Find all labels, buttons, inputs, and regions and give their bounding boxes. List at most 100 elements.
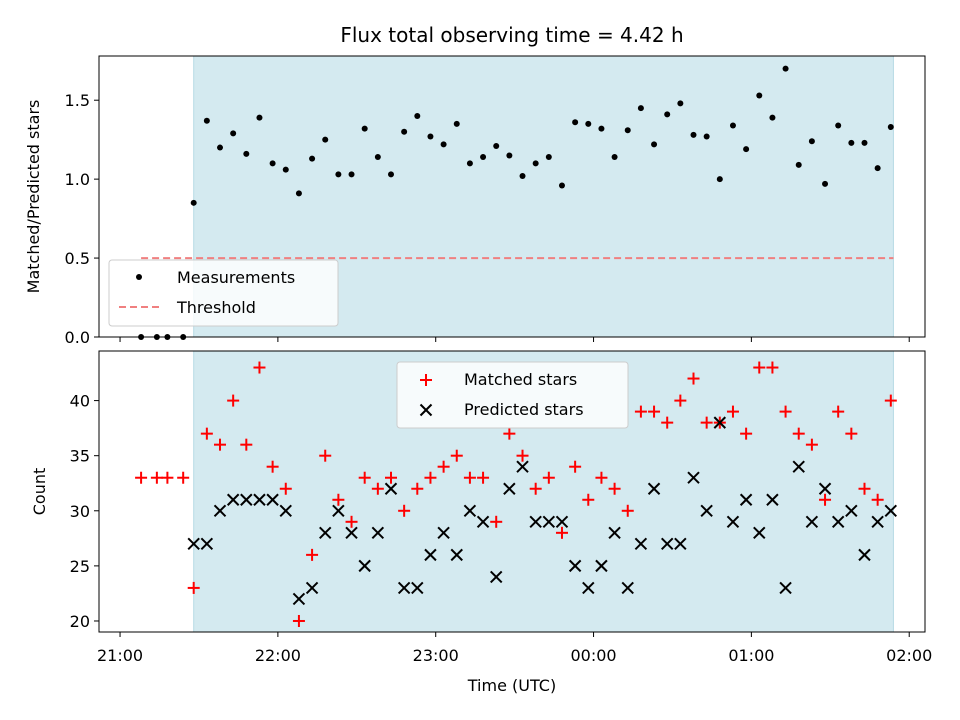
measurement-point [835, 122, 842, 129]
predicted-star-point [397, 581, 411, 595]
legend-measurements-marker [136, 274, 142, 280]
matched-star-point [569, 460, 582, 473]
measurement-point [808, 138, 815, 145]
top-legend: Measurements Threshold [108, 259, 339, 327]
bottom-y-ticks: 20 25 30 35 40 [70, 392, 99, 631]
predicted-star-point [279, 504, 292, 517]
measurement-point [230, 130, 237, 137]
measurement-point [440, 141, 447, 148]
measurement-point [729, 122, 736, 129]
x-tick-label: 02:00 [886, 646, 932, 665]
predicted-stars-points [187, 416, 898, 606]
matched-star-point [266, 460, 279, 473]
matched-star-point [621, 504, 634, 517]
measurement-point [348, 171, 355, 178]
matched-star-point [819, 493, 832, 506]
predicted-star-point [450, 548, 463, 562]
matched-star-point [306, 548, 319, 561]
measurement-point [585, 120, 592, 127]
measurement-point [414, 112, 421, 119]
predicted-star-point [766, 493, 779, 506]
matched-star-point [542, 471, 555, 484]
measurement-point [664, 111, 671, 118]
predicted-star-point [503, 482, 516, 495]
matched-star-point [200, 427, 213, 440]
y-tick-label: 0.5 [65, 249, 90, 268]
matched-star-point [595, 471, 608, 484]
y-tick-label: 30 [70, 502, 90, 521]
matched-star-point [674, 394, 687, 407]
predicted-star-point [858, 548, 871, 562]
measurement-point [361, 125, 368, 132]
measurement-point [217, 144, 224, 151]
predicted-star-point [647, 482, 661, 495]
predicted-star-point [674, 537, 687, 551]
matched-star-point [661, 416, 674, 429]
measurement-point [309, 155, 316, 162]
matched-star-point [450, 449, 463, 462]
matched-star-point [555, 526, 568, 539]
y-tick-label: 1.5 [65, 91, 90, 110]
matched-star-point [135, 471, 148, 484]
measurement-point [506, 152, 513, 159]
measurement-point [243, 150, 250, 157]
matched-star-point [740, 427, 753, 440]
top-axes-frame [98, 55, 926, 338]
measurement-point [795, 161, 802, 168]
matched-star-point [858, 482, 871, 495]
matched-star-point [529, 482, 542, 495]
measurement-point [466, 160, 473, 167]
predicted-star-point [213, 504, 227, 517]
x-tick-label: 00:00 [570, 646, 616, 665]
predicted-star-point [529, 515, 542, 529]
matched-star-point [845, 427, 858, 440]
predicted-star-point [805, 515, 819, 529]
matched-star-point [726, 405, 739, 418]
predicted-star-point [595, 559, 608, 573]
matched-star-point [490, 515, 503, 528]
y-tick-label: 20 [70, 612, 90, 631]
predicted-star-point [516, 460, 529, 473]
measurement-point [822, 180, 829, 187]
predicted-star-point [476, 515, 490, 529]
measurement-point [453, 120, 460, 127]
y-tick-label: 0.0 [65, 328, 90, 347]
matched-star-point [437, 460, 450, 473]
predicted-star-point [319, 526, 332, 540]
predicted-star-point [411, 581, 424, 595]
legend-measurements-label: Measurements [177, 268, 295, 287]
top-y-ticks: 0.0 0.5 1.0 1.5 [65, 91, 99, 347]
predicted-star-point [371, 526, 385, 540]
predicted-star-point [568, 559, 582, 573]
matched-star-point [503, 427, 516, 440]
matched-star-point [753, 361, 766, 374]
measurement-points [138, 65, 894, 340]
measurement-point [282, 166, 289, 173]
predicted-star-point [384, 482, 398, 495]
predicted-star-point [792, 460, 805, 473]
count-panel: 20 25 30 35 40 21:00 22:00 23:00 00:00 01:00 02:0… [30, 350, 932, 695]
measurement-point [387, 171, 394, 178]
predicted-star-point [345, 526, 358, 540]
predicted-star-point [660, 537, 674, 551]
predicted-star-point [621, 581, 634, 595]
top-legend-box [108, 259, 339, 327]
ratio-panel: 0.0 0.5 1.0 1.5 Flux total observing time =… [24, 23, 926, 347]
x-tick-label: 23:00 [413, 646, 459, 665]
legend-predicted-label: Predicted stars [464, 400, 584, 419]
matched-star-point [384, 471, 397, 484]
predicted-star-point [753, 526, 766, 540]
matched-star-point [227, 394, 240, 407]
predicted-star-point [332, 504, 345, 517]
matched-star-point [582, 493, 595, 506]
measurement-point [716, 176, 723, 183]
matched-star-point [648, 405, 661, 418]
predicted-star-point [266, 493, 279, 506]
x-tick-label: 01:00 [728, 646, 774, 665]
matched-star-point [463, 471, 476, 484]
predicted-star-point [779, 581, 792, 595]
matched-star-point [214, 438, 227, 451]
matched-star-point [477, 471, 490, 484]
measurement-point [756, 92, 763, 99]
